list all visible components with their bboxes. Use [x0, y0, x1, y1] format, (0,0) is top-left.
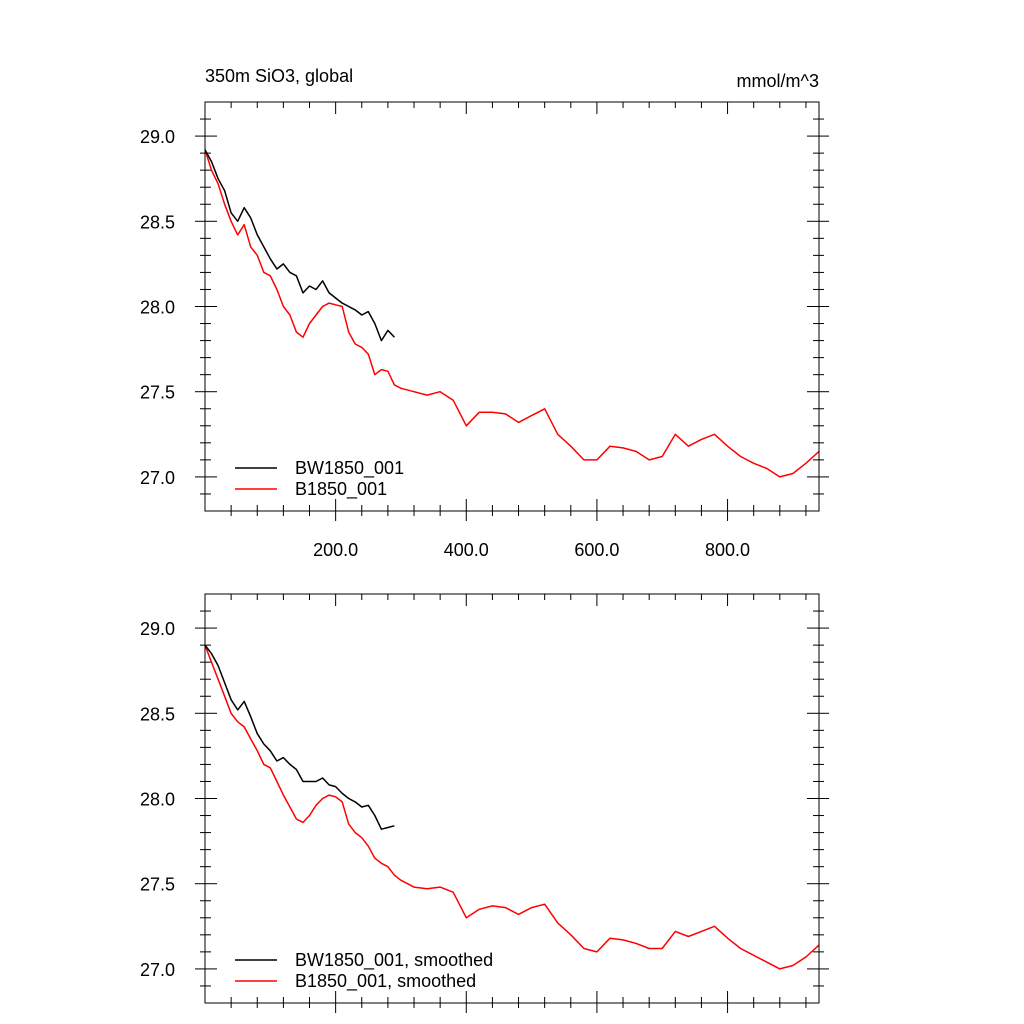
series-line-black — [205, 644, 395, 830]
plot-frame-top — [204, 101, 820, 512]
x-tick-label: 200.0 — [313, 540, 358, 560]
bottom-panel: 27.0 27.5 28.0 28.5 29.0 BW1850_001, smoothed… — [140, 593, 829, 1013]
y-tick-label: 28.0 — [140, 790, 175, 810]
units-label: mmol/m^3 — [737, 71, 819, 91]
series-line-black — [205, 149, 395, 342]
y-tick-label: 29.0 — [140, 619, 175, 639]
y-tick-label: 29.0 — [140, 127, 175, 147]
legend-label: BW1850_001 — [295, 458, 404, 479]
legend-label: B1850_001 — [295, 479, 387, 500]
legend-label: B1850_001, smoothed — [295, 971, 476, 992]
plot-frame-bottom — [204, 593, 820, 1004]
y-tick-label: 28.5 — [140, 212, 175, 232]
y-tick-label: 27.5 — [140, 875, 175, 895]
series-line-red — [205, 644, 819, 970]
y-tick-label: 27.0 — [140, 960, 175, 980]
x-tick-label: 400.0 — [444, 540, 489, 560]
plot-area-bottom: 27.0 27.5 28.0 28.5 29.0 BW1850_001, smoothed… — [140, 594, 829, 1013]
top-panel: 350m SiO3, global mmol/m^3 200.0 400.0 600… — [140, 66, 829, 560]
x-tick-label: 600.0 — [574, 540, 619, 560]
chart-title: 350m SiO3, global — [205, 66, 353, 86]
y-tick-label: 27.0 — [140, 468, 175, 488]
y-tick-label: 28.0 — [140, 298, 175, 318]
x-tick-label: 800.0 — [705, 540, 750, 560]
series-line-red — [205, 149, 819, 478]
legend-label: BW1850_001, smoothed — [295, 950, 493, 971]
plot-area-top: 200.0 400.0 600.0 800.0 27.0 27.5 28.0 28.5 29.0… — [140, 102, 829, 560]
y-tick-label: 28.5 — [140, 704, 175, 724]
y-tick-label: 27.5 — [140, 383, 175, 403]
